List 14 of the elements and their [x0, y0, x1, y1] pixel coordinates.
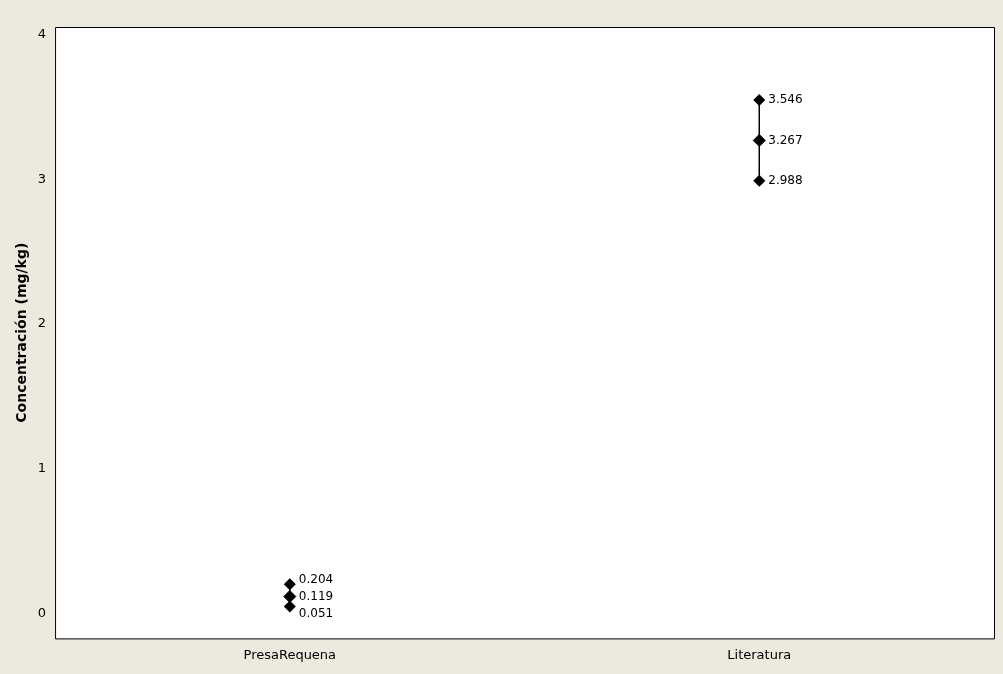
y-axis-title: Concentración (mg/kg)	[13, 242, 30, 423]
y-tick-label: 0	[37, 605, 47, 621]
annotation: 2.988	[768, 172, 803, 187]
x-tick-label: PresaRequena	[243, 646, 337, 662]
y-tick-label: 3	[37, 170, 47, 186]
data-label: 3.267	[768, 132, 803, 147]
annotation: 3.546	[768, 92, 803, 107]
y-tick-label: 2	[37, 315, 47, 331]
x-tick-label: Literatura	[727, 646, 792, 662]
data-label: 0.119	[298, 588, 334, 603]
y-tick-label: 4	[37, 25, 47, 41]
annotation: 0.051	[298, 605, 334, 620]
annotation: 0.204	[298, 571, 334, 586]
y-tick-label: 1	[37, 460, 47, 476]
